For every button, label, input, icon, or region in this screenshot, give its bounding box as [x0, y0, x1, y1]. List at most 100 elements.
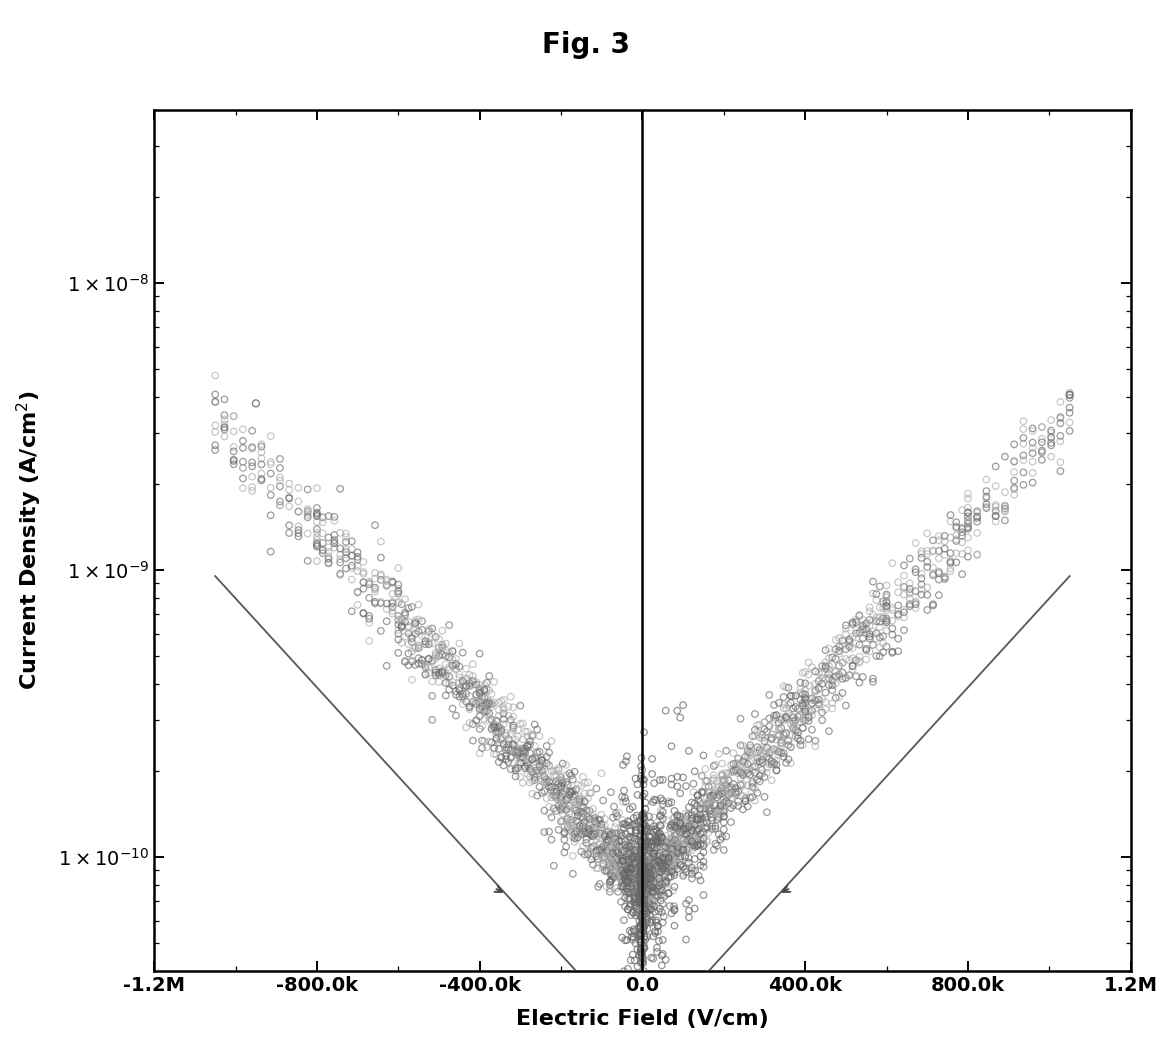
Point [466, 677, 485, 693]
Point [509, 729, 527, 745]
Point [631, 858, 649, 875]
Point [826, 675, 845, 692]
Point [877, 597, 895, 614]
Point [836, 697, 854, 714]
Point [816, 658, 834, 674]
Point [513, 740, 532, 757]
Point [626, 894, 645, 910]
Point [389, 576, 408, 593]
Point [743, 788, 762, 805]
Point [759, 718, 778, 735]
Point [641, 884, 660, 901]
Point [530, 753, 548, 769]
Point [393, 611, 411, 627]
Point [785, 698, 804, 715]
Point [645, 845, 663, 861]
Point [823, 682, 841, 698]
Point [918, 579, 936, 596]
Point [762, 730, 781, 746]
Point [602, 871, 621, 887]
Point [900, 586, 919, 602]
Point [924, 597, 942, 614]
Point [511, 745, 530, 762]
Point [214, 407, 233, 424]
Point [616, 839, 635, 856]
Point [553, 790, 572, 807]
Point [627, 865, 646, 882]
Point [649, 870, 668, 886]
Point [625, 887, 643, 904]
Point [674, 832, 693, 849]
Point [748, 739, 766, 756]
Point [348, 584, 367, 600]
Point [736, 783, 755, 800]
Point [626, 770, 645, 787]
Point [313, 525, 332, 542]
Point [716, 777, 735, 793]
Point [686, 862, 704, 879]
Point [643, 809, 662, 826]
Point [699, 824, 717, 840]
Point [1059, 423, 1078, 440]
Point [447, 661, 465, 678]
Point [472, 701, 491, 717]
Point [935, 527, 954, 544]
Point [734, 767, 752, 784]
Point [298, 504, 316, 521]
Point [636, 877, 655, 894]
Point [475, 677, 493, 693]
Point [701, 787, 720, 804]
Point [605, 818, 624, 835]
Point [693, 783, 711, 800]
Point [853, 612, 872, 628]
Point [655, 887, 674, 904]
Point [584, 828, 602, 845]
Point [632, 758, 650, 775]
Point [646, 887, 665, 904]
Point [454, 688, 472, 705]
Point [706, 791, 724, 808]
Point [640, 914, 659, 930]
Point [679, 830, 697, 847]
Point [612, 829, 631, 846]
Point [573, 768, 592, 785]
Point [516, 744, 534, 761]
Point [648, 857, 667, 874]
Point [619, 859, 638, 876]
Point [638, 880, 656, 897]
Point [331, 566, 349, 583]
Point [634, 886, 653, 903]
Point [638, 880, 656, 897]
Point [636, 870, 655, 886]
Point [546, 767, 565, 784]
Point [601, 873, 620, 889]
Point [588, 841, 607, 858]
Point [406, 619, 424, 636]
Point [952, 533, 970, 550]
Point [652, 904, 670, 921]
Point [578, 789, 597, 806]
Point [870, 639, 888, 656]
Point [553, 806, 572, 823]
Point [958, 504, 976, 521]
Point [206, 424, 225, 441]
Point [425, 648, 444, 665]
Point [475, 733, 493, 750]
Point [590, 846, 608, 862]
Point [336, 533, 355, 550]
Point [625, 877, 643, 894]
Point [271, 451, 289, 468]
Point [883, 643, 901, 660]
Point [912, 586, 931, 602]
Point [470, 702, 489, 718]
Point [577, 808, 595, 825]
Point [502, 750, 520, 766]
Point [857, 651, 875, 668]
Point [1004, 453, 1023, 470]
Point [389, 608, 408, 624]
Point [620, 881, 639, 898]
Point [436, 656, 455, 672]
Point [958, 519, 976, 536]
Point [618, 932, 636, 949]
Point [635, 873, 654, 889]
